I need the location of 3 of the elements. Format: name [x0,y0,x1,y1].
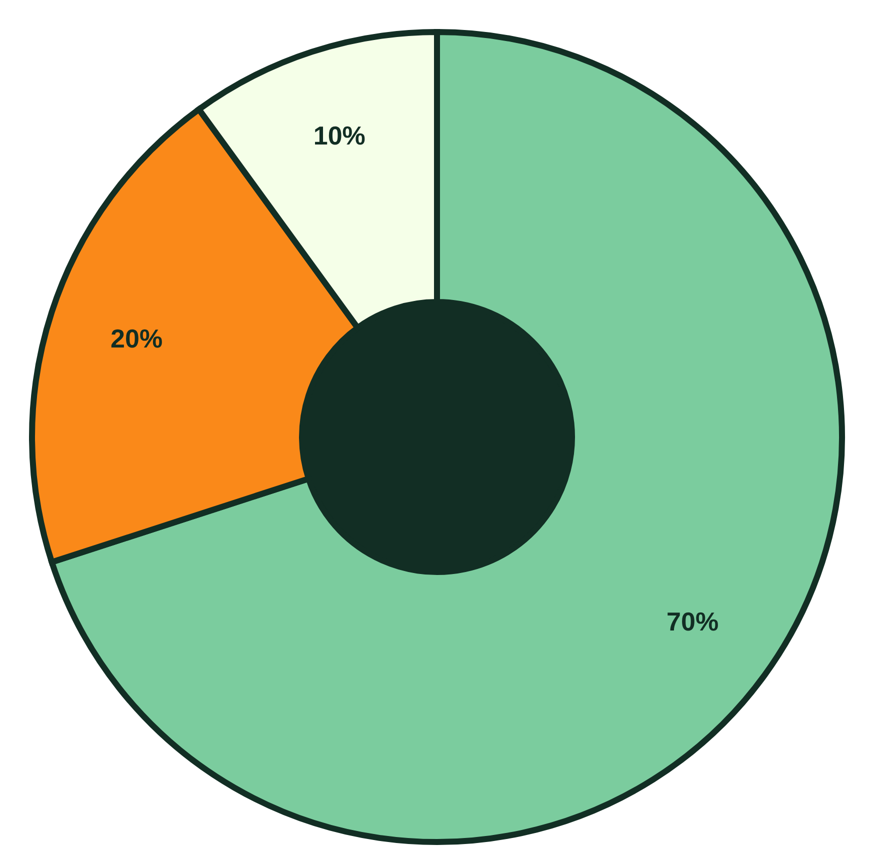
data-label: 20% [110,323,163,354]
data-label: 70% [666,606,719,637]
data-label: 10% [313,120,366,151]
